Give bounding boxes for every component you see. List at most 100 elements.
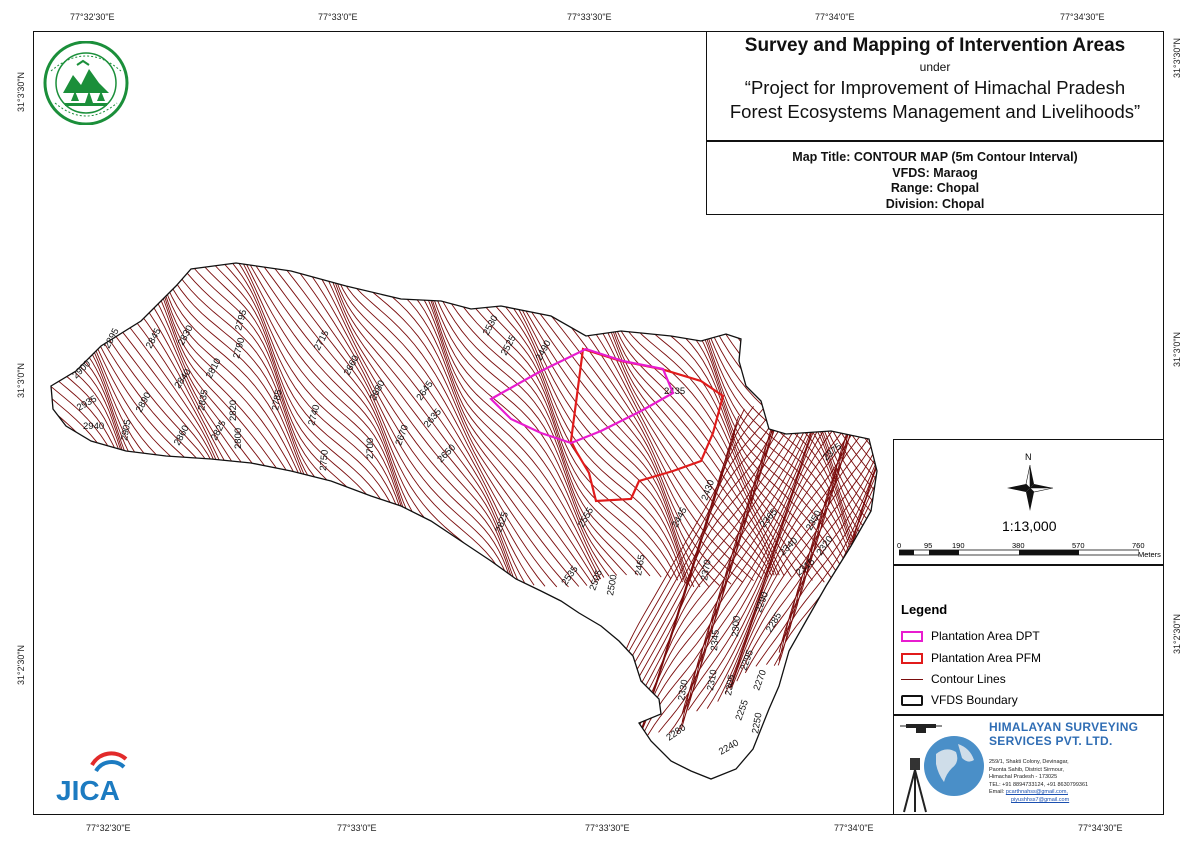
top-lon-label-3: 77°33'30"E <box>567 12 612 22</box>
contour-label: 2310 <box>705 669 720 692</box>
vfds-boundary <box>50 262 878 780</box>
title-panel: Survey and Mapping of Intervention Areas… <box>706 31 1164 141</box>
contour-line <box>731 298 877 688</box>
contour-line <box>217 263 426 586</box>
contour-line <box>322 263 526 584</box>
contour-label: 2525 <box>499 334 519 358</box>
contour-line <box>288 263 511 578</box>
legend-item-dpt: Plantation Area DPT <box>901 629 1040 643</box>
contour-line <box>51 263 238 581</box>
contour-label: 2240 <box>717 738 741 758</box>
contour-line <box>679 263 877 580</box>
scale-tick-0: 0 <box>897 541 902 550</box>
scale-tick-380: 380 <box>1012 541 1025 550</box>
contour-label: 2800 <box>233 428 244 449</box>
contour-line <box>155 263 383 583</box>
legend-label-pfm: Plantation Area PFM <box>931 651 1042 665</box>
contour-label: 2785 <box>270 389 285 412</box>
right-lat-label-3: 31°2'30"N <box>1172 613 1182 654</box>
range-name: Range: Chopal <box>890 181 980 195</box>
contour-line <box>415 263 627 576</box>
contour-line <box>412 263 618 576</box>
right-lat-label-1: 31°3'30"N <box>1172 37 1182 78</box>
contour-line <box>51 263 246 584</box>
contour-label: 2810 <box>204 357 224 381</box>
contour-line <box>226 263 429 585</box>
email-1[interactable]: pcarthnahss@gmail.com, <box>1005 789 1068 796</box>
contour-line <box>474 263 688 586</box>
contour-line <box>172 263 413 587</box>
top-lon-label-1: 77°32'30"E <box>70 12 115 22</box>
contour-line <box>239 263 453 580</box>
contour-label: 2820 <box>228 400 239 421</box>
vfds-name: VFDS: Maraog <box>892 165 978 180</box>
contour-line <box>633 375 814 757</box>
contour-label: 2330 <box>676 679 691 702</box>
scale-tick-190: 190 <box>952 541 965 550</box>
contour-line <box>381 263 599 582</box>
legend-item-contour: Contour Lines <box>901 672 1006 686</box>
contour-line <box>51 263 70 577</box>
contour-line <box>51 263 164 578</box>
contour-label: 2700 <box>365 438 376 459</box>
north-scale-panel: N 1:13,000 0 95 190 380 570 760 Meters <box>893 439 1164 565</box>
company-panel: HIMALAYAN SURVEYING SERVICES PVT. LTD. 2… <box>893 715 1164 815</box>
plantation-area-dpt[interactable] <box>489 347 675 445</box>
contour-label: 2895 <box>102 327 122 351</box>
contour-line <box>255 263 497 576</box>
company-name: HIMALAYAN SURVEYING SERVICES PVT. LTD. <box>989 720 1138 748</box>
contour-label: 2940 <box>83 421 104 432</box>
contour-label: 2270 <box>751 668 769 692</box>
contour-swatch <box>901 678 923 680</box>
contour-line <box>450 263 683 583</box>
contour-line <box>681 263 877 578</box>
bottom-lon-label-1: 77°32'30"E <box>86 823 131 833</box>
legend-panel: Legend Plantation Area DPT Plantation Ar… <box>893 565 1164 715</box>
company-address: 259/1, Shakti Colony, Devinagar, Paonta … <box>989 759 1088 805</box>
contour-label: 2290 <box>753 590 771 614</box>
contour-label: 2305 <box>723 674 738 697</box>
contour-line <box>430 263 671 579</box>
contour-label: 2825 <box>209 419 229 443</box>
contour-line <box>330 263 558 588</box>
bottom-lon-label-4: 77°34'0"E <box>834 823 874 833</box>
division-name: Division: Chopal <box>885 196 985 211</box>
contour-line <box>51 263 63 576</box>
contour-line <box>152 263 371 581</box>
contour-label: 2740 <box>306 404 322 427</box>
top-lon-label-2: 77°33'0"E <box>318 12 358 22</box>
pfm-swatch <box>901 652 923 664</box>
contour-line <box>408 263 610 577</box>
contour-label: 2715 <box>312 329 332 353</box>
address-line-2: Paonta Sahib, District Sirmour, <box>989 766 1064 773</box>
contour-line <box>328 263 546 587</box>
contour-line <box>684 263 877 577</box>
vfds-swatch <box>901 694 923 706</box>
contour-label: 2490 <box>534 339 554 363</box>
top-lon-label-4: 77°34'0"E <box>815 12 855 22</box>
address-line-3: Himachal Pradesh - 173025 <box>989 774 1058 781</box>
contour-line <box>51 263 197 576</box>
contour-line <box>51 263 248 586</box>
plantation-area-pfm[interactable] <box>569 347 725 503</box>
contour-line <box>647 362 834 736</box>
contour-line <box>326 263 535 586</box>
contour-label: 2860 <box>172 424 192 448</box>
contour-label: 2790 <box>231 337 247 360</box>
contour-line <box>51 263 73 579</box>
legend-title: Legend <box>901 602 948 617</box>
contour-line <box>778 270 877 653</box>
contour-label: 2890 <box>134 391 154 415</box>
contour-line <box>276 263 508 576</box>
map-frame: 2895 2845 2830 2795 2715 2660 2530 2525 2490 2900… <box>33 31 1164 815</box>
contour-line <box>51 263 68 576</box>
scale-bar <box>899 549 1139 556</box>
contour-line <box>755 294 877 667</box>
contour-label: 2255 <box>733 698 751 722</box>
contour-line <box>51 263 161 580</box>
company-name-line-2: SERVICES PVT. LTD. <box>989 734 1113 748</box>
contour-label: 2835 <box>196 389 211 412</box>
email-2[interactable]: piyushhss7@gmail.com <box>1011 796 1070 803</box>
scale-tick-95: 95 <box>924 541 933 550</box>
